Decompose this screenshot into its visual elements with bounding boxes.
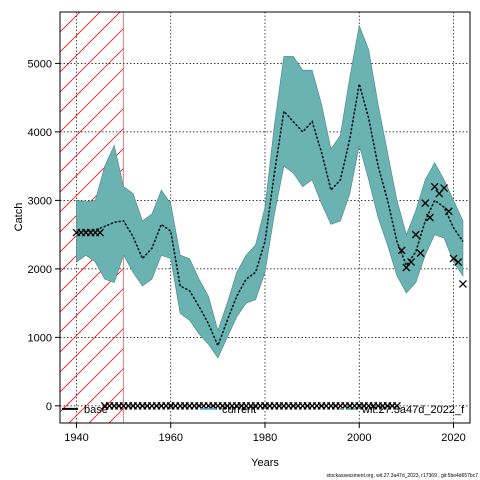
legend-item: current (200, 404, 256, 416)
hatch-line (88, 388, 124, 423)
observed-point (421, 199, 430, 208)
hatch-line (108, 408, 124, 423)
hatch-line (60, 308, 124, 373)
y-axis-title: Catch (13, 203, 25, 232)
observed-point (411, 230, 420, 239)
confidence-band-layer (76, 24, 464, 359)
y-tick-label: 3000 (28, 195, 52, 207)
hatch-line (60, 288, 124, 353)
observed-point (430, 182, 439, 191)
legend-label: current (222, 404, 256, 416)
series-line-base (76, 83, 464, 348)
observed-point (444, 207, 453, 216)
observed-point (449, 254, 458, 263)
hatch-line (68, 368, 124, 423)
y-tick-label: 2000 (28, 264, 52, 276)
observed-point (425, 213, 434, 222)
hatch-line (60, 68, 124, 133)
observed-point (397, 246, 406, 255)
legend-label: base (84, 404, 108, 416)
observed-point (416, 249, 425, 258)
x-axis: 1940 1960 1980 2000 2020 (64, 423, 466, 444)
hatch-line (60, 12, 81, 33)
y-tick-label: 1000 (28, 332, 52, 344)
hatch-line (60, 12, 121, 73)
hatch-line (60, 108, 124, 173)
hatch-line (60, 88, 124, 153)
hatch-line (60, 48, 124, 113)
observed-points-layer (72, 182, 467, 410)
y-tick-label: 4000 (28, 127, 52, 139)
hatch-line (60, 12, 101, 53)
zero-marker (392, 401, 401, 410)
x-tick-label: 1940 (64, 432, 88, 444)
x-tick-label: 2000 (347, 432, 371, 444)
observed-point (407, 258, 416, 266)
hatch-line (60, 348, 124, 413)
y-axis: 0 1000 2000 3000 4000 5000 (28, 58, 60, 413)
hatch-line (60, 128, 124, 193)
x-tick-label: 1960 (159, 432, 183, 444)
legend: base current wit.27.3a47d_2022_f (62, 404, 465, 416)
observed-point (458, 279, 467, 288)
y-tick-label: 0 (46, 401, 52, 413)
x-tick-label: 2020 (441, 432, 465, 444)
hatch-line (60, 28, 124, 93)
legend-label: wit.27.3a47d_2022_f (361, 404, 465, 416)
x-tick-label: 1980 (253, 432, 277, 444)
y-tick-label: 5000 (28, 58, 52, 70)
series-lines-layer (76, 83, 464, 348)
hatch-line (60, 328, 124, 393)
x-axis-title: Years (251, 457, 279, 469)
observed-point (454, 258, 463, 266)
observed-point (96, 228, 105, 237)
hatch-line (60, 12, 61, 13)
footer-note: stockassessment.org, wit.27.3a47d_2023, … (327, 473, 479, 479)
observed-point (440, 184, 449, 193)
legend-item: base (62, 404, 108, 416)
legend-item: wit.27.3a47d_2022_f (340, 404, 465, 416)
confidence-band (76, 24, 464, 359)
